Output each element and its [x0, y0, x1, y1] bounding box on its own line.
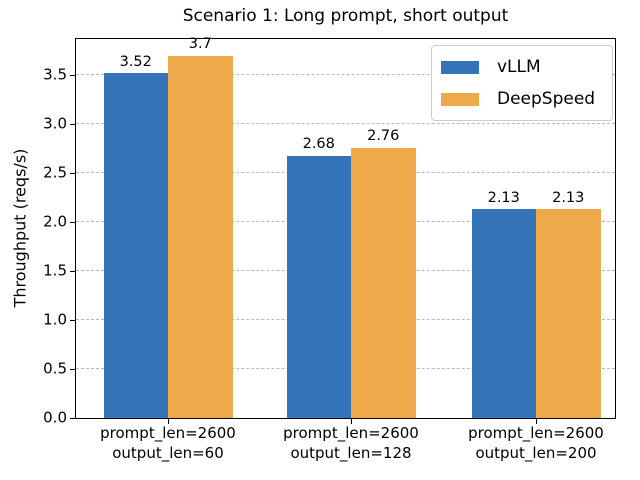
- y-tick-mark: [70, 320, 75, 322]
- x-tick-label: prompt_len=2600 output_len=128: [283, 424, 419, 464]
- plot-area: vLLM DeepSpeed 3.52 2.68 2.13 3.7 2.76 2.13: [75, 36, 616, 419]
- bar-deepspeed-1: [351, 147, 416, 418]
- y-tick-mark: [70, 75, 75, 77]
- y-tick-label: 0.0: [43, 408, 67, 427]
- y-tick-label: 2.5: [43, 163, 67, 182]
- y-tick-mark: [70, 271, 75, 273]
- bar-value-label: 2.76: [367, 128, 400, 145]
- bar-vllm-2: [471, 209, 536, 418]
- y-tick-label: 0.5: [43, 359, 67, 378]
- bar-vllm-1: [286, 155, 351, 418]
- x-tick-mark: [536, 419, 537, 424]
- chart-title: Scenario 1: Long prompt, short output: [182, 6, 509, 26]
- legend-item-deepspeed: DeepSpeed: [441, 91, 598, 108]
- legend-label-vllm: vLLM: [497, 57, 541, 77]
- bar-vllm-0: [103, 73, 168, 418]
- deepspeed-color-swatch: [441, 93, 479, 106]
- bar-value-label: 2.13: [487, 189, 520, 206]
- bar-value-label: 3.7: [188, 36, 212, 53]
- x-tick-mark: [351, 419, 352, 424]
- x-tick-line2: output_len=60: [112, 443, 224, 462]
- gridline: [76, 123, 615, 125]
- x-tick-line2: output_len=200: [475, 443, 597, 462]
- y-tick-label: 1.0: [43, 310, 67, 329]
- x-tick-line1: prompt_len=2600: [468, 424, 604, 442]
- y-tick-label: 3.5: [43, 65, 67, 84]
- x-tick-label: prompt_len=2600 output_len=60: [100, 424, 236, 464]
- y-tick-label: 1.5: [43, 261, 67, 280]
- y-tick-mark: [70, 222, 75, 224]
- y-tick-mark: [70, 369, 75, 371]
- x-tick-label: prompt_len=2600 output_len=200: [468, 424, 604, 464]
- legend: vLLM DeepSpeed: [431, 45, 613, 121]
- vllm-color-swatch: [441, 61, 479, 74]
- y-tick-mark: [70, 418, 75, 419]
- bar-deepspeed-2: [536, 209, 601, 418]
- y-tick-mark: [70, 124, 75, 126]
- bar-value-label: 3.52: [119, 53, 152, 70]
- x-tick-line2: output_len=128: [290, 443, 412, 462]
- bar-value-label: 2.13: [552, 189, 585, 206]
- x-tick-mark: [168, 419, 169, 424]
- gridline: [76, 74, 615, 76]
- x-tick-line1: prompt_len=2600: [100, 424, 236, 442]
- y-tick-label: 2.0: [43, 212, 67, 231]
- x-tick-line1: prompt_len=2600: [283, 424, 419, 442]
- legend-item-vllm: vLLM: [441, 59, 598, 76]
- y-tick-mark: [70, 173, 75, 175]
- y-tick-label: 3.0: [43, 114, 67, 133]
- legend-label-deepspeed: DeepSpeed: [497, 89, 596, 109]
- bar-value-label: 2.68: [302, 136, 335, 153]
- bar-deepspeed-0: [168, 55, 233, 418]
